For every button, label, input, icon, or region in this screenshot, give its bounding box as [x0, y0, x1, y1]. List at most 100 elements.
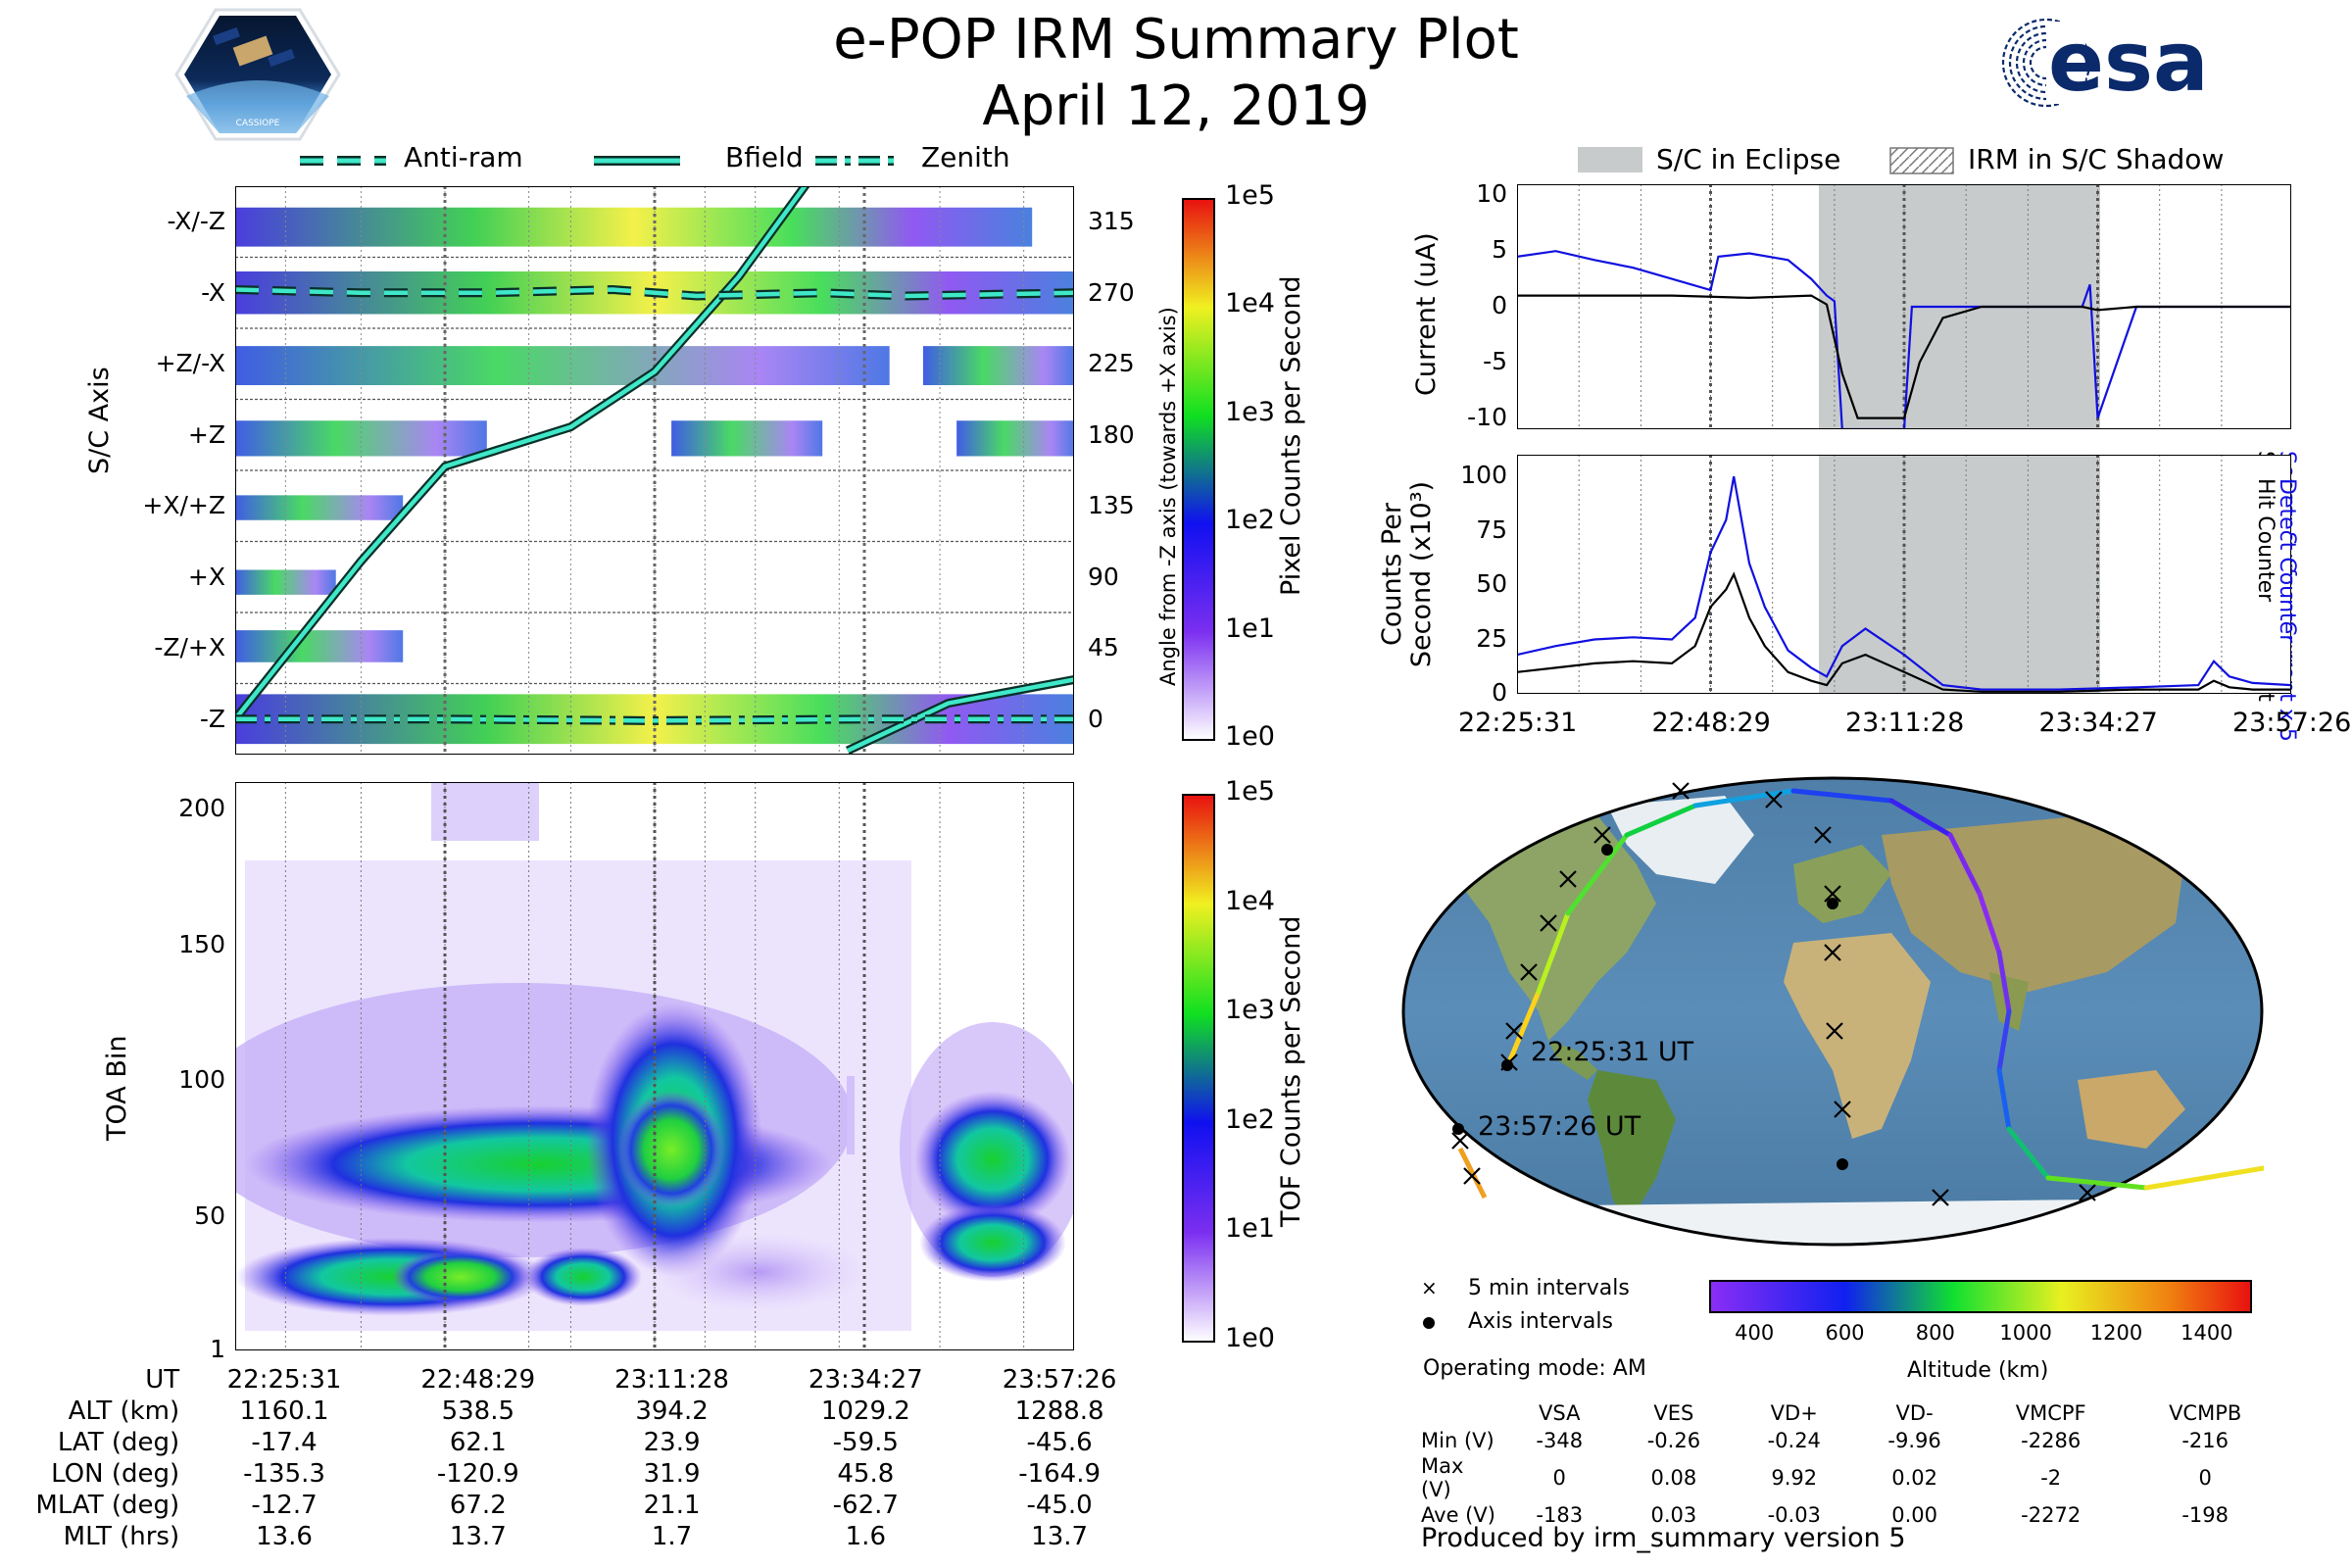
pixel-angle-tick: 270	[1088, 277, 1135, 307]
right-legend: S/C in Eclipse IRM in S/C Shadow	[1578, 143, 2303, 182]
stats-cell: -2286	[2021, 1429, 2082, 1452]
orbit-cell: 22:48:29	[420, 1365, 536, 1395]
axis-interval-dot	[1827, 898, 1838, 909]
orbit-track-segment	[1790, 788, 1894, 804]
orbit-track-segment	[2143, 1165, 2264, 1191]
five-min-marker	[1826, 1022, 1843, 1040]
stats-cell: 9.92	[1771, 1466, 1818, 1490]
orbit-cell: 394.2	[635, 1396, 709, 1426]
orbit-row-label: LON (deg)	[51, 1459, 180, 1489]
current-series-0	[1517, 250, 2291, 429]
current-series-1	[1517, 294, 2291, 419]
pixel-line-3	[235, 716, 1074, 723]
tof-colorbar	[1182, 794, 1215, 1343]
orbit-track-segment	[1996, 1008, 2012, 1073]
stats-cell: 0.03	[1650, 1503, 1697, 1527]
five-min-marker	[1559, 870, 1577, 888]
five-min-marker	[2079, 1184, 2096, 1201]
time-x-tick: 23:11:28	[1845, 708, 1965, 738]
pixel-line-2	[235, 287, 1074, 299]
pixel-colorbar-tick: 1e1	[1225, 612, 1275, 644]
tof-colorbar-tick: 1e1	[1225, 1213, 1275, 1245]
legend-bfield: Bfield	[725, 141, 804, 173]
legend-interval: 5 min intervals	[1468, 1276, 1630, 1300]
stats-cell: 0.08	[1650, 1466, 1697, 1490]
current-panel	[1517, 184, 2291, 429]
five-min-marker	[1932, 1189, 1949, 1206]
stats-cell: 0.00	[1891, 1503, 1937, 1527]
stats-cell: 0.02	[1891, 1466, 1937, 1490]
orbit-track-segment	[1624, 803, 1698, 838]
stats-cell: 0	[1552, 1466, 1566, 1490]
pixel-band-0-0	[235, 207, 1033, 247]
five-min-marker	[1540, 914, 1557, 932]
orbit-row: ALT (km) 1160.1 538.5 394.2 1029.2 1288.8	[10, 1396, 1156, 1427]
orbit-cell: -164.9	[1018, 1459, 1102, 1489]
top-legend: Anti-ram Bfield Zenith	[294, 141, 1098, 180]
five-min-marker	[1520, 963, 1538, 981]
stats-header: VES	[1653, 1401, 1694, 1425]
current-ylabel: Current (uA)	[1411, 232, 1442, 396]
orbit-cell: 13.7	[1031, 1522, 1089, 1551]
legend-eclipse: S/C in Eclipse	[1656, 143, 1841, 175]
tof-y-tick: 50	[194, 1201, 225, 1231]
tof-y-tick: 100	[178, 1065, 225, 1095]
time-x-tick: 22:48:29	[1651, 708, 1771, 738]
current-y-tick: 0	[1492, 291, 1507, 319]
orbit-cell: 21.1	[643, 1491, 701, 1520]
orbit-track-segment	[1692, 788, 1796, 808]
pixel-angle-tick: 90	[1088, 562, 1119, 591]
counts-y-tick: 75	[1476, 514, 1507, 544]
tof-colorbar-tick: 1e4	[1225, 885, 1275, 916]
counts-y-tick: 0	[1492, 678, 1507, 707]
orbit-cell: 23:11:28	[614, 1365, 729, 1395]
orbit-track-segment	[1977, 891, 2002, 956]
orbit-track-segment	[1947, 832, 1983, 897]
orbit-track-segment	[1888, 798, 1953, 838]
map-end-label: 23:57:26 UT	[1478, 1111, 1642, 1142]
five-min-marker	[1505, 1022, 1523, 1040]
five-min-marker	[1463, 1167, 1481, 1185]
orbit-cell: -12.7	[251, 1491, 318, 1520]
orbit-cell: -135.3	[243, 1459, 325, 1489]
counts-y-tick: 50	[1476, 569, 1507, 599]
orbit-row-label: ALT (km)	[68, 1396, 180, 1426]
five-min-marker	[1814, 826, 1832, 844]
orbit-row: MLT (hrs) 13.6 13.7 1.7 1.6 13.7	[10, 1521, 1156, 1552]
stats-cell: -2272	[2021, 1503, 2082, 1527]
current-y-tick: 5	[1492, 235, 1507, 265]
current-y-tick: 10	[1476, 179, 1507, 209]
pixel-row-label: +Z	[187, 419, 225, 449]
stats-row-label: Min (V)	[1421, 1429, 1494, 1452]
orbit-row: UT 22:25:31 22:48:29 23:11:28 23:34:27 23:57:…	[10, 1364, 1156, 1396]
pixel-angle-tick: 0	[1088, 704, 1103, 733]
stats-row-label: Max (V)	[1421, 1454, 1464, 1501]
pixel-band-6-0	[235, 630, 404, 662]
cassiope-mission-badge: CASSIOPE	[174, 6, 341, 143]
axis-interval-dot	[1452, 1123, 1464, 1135]
tof-y-tick: 150	[178, 929, 225, 958]
stats-cell: -9.96	[1887, 1429, 1941, 1452]
pixel-band-2-0	[235, 346, 890, 385]
pixel-band-2-1	[922, 346, 1074, 385]
pixel-angle-tick: 135	[1088, 491, 1135, 520]
altitude-colorbar	[1709, 1280, 2252, 1313]
stats-row: Max (V) 0 0.08 9.92 0.02 -2 0	[1421, 1454, 2283, 1501]
legend-anti-ram: Anti-ram	[404, 141, 523, 173]
tof-colorbar-tick: 1e0	[1225, 1323, 1275, 1353]
orbit-cell: 13.6	[256, 1522, 313, 1551]
esa-logo: esa	[1989, 12, 2283, 110]
pixel-row-label: -Z/+X	[154, 633, 225, 662]
legend-shadow: IRM in S/C Shadow	[1968, 143, 2225, 175]
five-min-marker	[1593, 826, 1611, 844]
stats-cell: -2	[2040, 1466, 2062, 1490]
pixel-band-3-2	[956, 420, 1074, 457]
stats-header: VCMPB	[2169, 1401, 2242, 1425]
orbit-track-segment	[2006, 1126, 2051, 1181]
tof-y-tick: 1	[210, 1335, 225, 1363]
orbit-cell: -59.5	[832, 1428, 899, 1457]
esa-logo-text: esa	[2048, 14, 2209, 110]
footer-text: Produced by irm_summary version 5	[1421, 1523, 1906, 1553]
map-start-label: 22:25:31 UT	[1531, 1037, 1694, 1067]
altitude-tick: 1200	[2089, 1321, 2143, 1345]
